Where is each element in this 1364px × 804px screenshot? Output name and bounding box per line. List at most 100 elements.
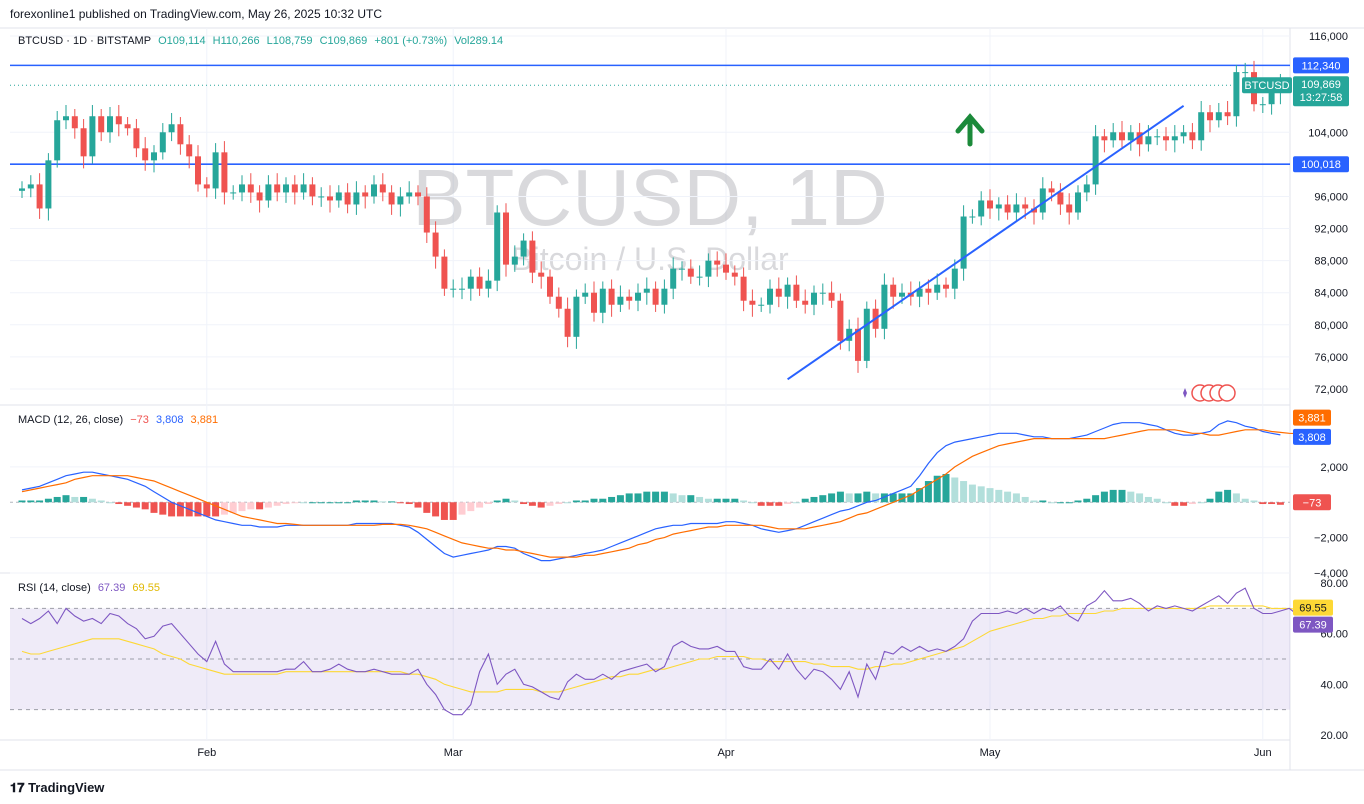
macd-histogram-bar xyxy=(229,502,237,513)
macd-histogram-bar xyxy=(1100,491,1108,503)
candle-body xyxy=(1048,188,1055,193)
candle-body xyxy=(714,260,721,265)
candle-body xyxy=(520,240,527,257)
macd-histogram-bar xyxy=(379,501,387,503)
macd-line xyxy=(21,420,1281,562)
macd-histogram-bar xyxy=(889,493,897,503)
macd-histogram-bar xyxy=(467,502,475,512)
candle-body xyxy=(186,144,193,157)
candle-body xyxy=(388,192,395,205)
candle-body xyxy=(555,296,562,309)
candle-body xyxy=(881,284,888,329)
macd-histogram-bar xyxy=(1048,502,1056,504)
macd-histogram-bar xyxy=(449,502,457,520)
candle-body xyxy=(423,196,430,233)
symbol-price-tag-label: BTCUSD xyxy=(1244,80,1289,92)
candle-body xyxy=(943,284,949,289)
candle-body xyxy=(1189,132,1196,141)
symbol-price-tag xyxy=(1242,77,1292,94)
candle-body xyxy=(793,284,800,301)
candle-body xyxy=(494,212,501,281)
watermark-subtitle: Bitcoin / U.S. Dollar xyxy=(511,241,789,277)
macd-histogram-bar xyxy=(1039,500,1047,503)
macd-histogram-bar xyxy=(493,500,501,503)
macd-histogram-bar xyxy=(220,502,228,515)
candle-body xyxy=(819,292,826,294)
macd-signal-tag-label: 3,881 xyxy=(1298,413,1326,425)
candle-body xyxy=(133,128,140,149)
candle-body xyxy=(1022,204,1029,209)
candle-body xyxy=(529,240,536,273)
macd-histogram-bar xyxy=(352,500,360,503)
candle-body xyxy=(1215,112,1222,121)
candle-body xyxy=(1180,132,1187,137)
macd-histogram-bar xyxy=(1056,502,1064,504)
candle-body xyxy=(934,284,941,293)
macd-histogram-bar xyxy=(696,496,704,503)
macd-signal-line xyxy=(21,429,1299,558)
candle-body xyxy=(916,288,923,297)
candle-body xyxy=(212,152,219,189)
macd-histogram-bar xyxy=(1030,500,1038,503)
candle-body xyxy=(168,124,175,133)
macd-histogram-bar xyxy=(863,491,871,503)
x-tick-label: May xyxy=(980,747,1001,759)
macd-histogram-bar xyxy=(53,496,61,503)
y-tick-label: 88,000 xyxy=(1314,256,1348,268)
macd-histogram-bar xyxy=(828,493,836,503)
trendline xyxy=(787,104,1185,381)
open-value: O109,114 xyxy=(158,35,206,47)
macd-histogram-bar xyxy=(625,493,633,503)
macd-histogram-bar xyxy=(124,502,132,506)
countdown-label: 13:27:58 xyxy=(1300,92,1343,104)
candle-body xyxy=(828,292,835,301)
last-price-tag xyxy=(1293,76,1349,107)
candle-body xyxy=(573,296,580,337)
macd-histogram-bar xyxy=(660,491,668,503)
candle-body xyxy=(1013,204,1020,213)
macd-legend: MACD (12, 26, close) −73 3,808 3,881 xyxy=(18,414,222,426)
candle-body xyxy=(98,116,105,133)
macd-histogram-bar xyxy=(564,502,572,504)
rsi-ma-value: 69.55 xyxy=(132,582,160,594)
rsi-tick-label: 80.00 xyxy=(1320,578,1348,590)
macd-histogram-bar xyxy=(1109,489,1117,503)
candle-body xyxy=(758,304,765,306)
candle-body xyxy=(951,268,958,289)
macd-histogram-bar xyxy=(423,502,431,513)
candle-body xyxy=(1224,112,1231,117)
macd-tick-label: 2,000 xyxy=(1320,462,1348,474)
macd-histogram-bar xyxy=(1241,498,1249,503)
macd-histogram-bar xyxy=(27,500,35,503)
macd-histogram-bar xyxy=(555,502,563,505)
macd-histogram-bar xyxy=(1206,498,1214,503)
candle-body xyxy=(441,256,448,289)
level-tag xyxy=(1293,57,1349,74)
candle-body xyxy=(731,272,738,277)
macd-histogram-bar xyxy=(1180,502,1188,506)
close-value: C109,869 xyxy=(319,35,368,47)
macd-histogram-bar xyxy=(1276,502,1284,505)
macd-histogram-bar xyxy=(836,491,844,503)
macd-histogram-bar xyxy=(194,502,202,517)
candle-body xyxy=(371,184,377,197)
macd-histogram-bar xyxy=(1092,495,1100,503)
macd-histogram-bar xyxy=(740,500,748,503)
candle-body xyxy=(564,308,571,337)
y-tick-label: 104,000 xyxy=(1308,127,1348,139)
macd-line-value: 3,808 xyxy=(155,414,184,426)
level-tag xyxy=(1293,156,1349,173)
tv-logo-icon: 𝟏𝟕 xyxy=(10,780,29,795)
macd-histogram-bar xyxy=(986,488,994,503)
candle-body xyxy=(203,184,210,189)
macd-histogram-bar xyxy=(1259,502,1267,505)
macd-histogram-bar xyxy=(440,502,448,520)
macd-histogram-bar xyxy=(71,496,79,503)
candle-body xyxy=(960,216,967,269)
candle-body xyxy=(591,292,597,313)
change-value: +801 (+0.73%) xyxy=(374,35,448,47)
candle-body xyxy=(1031,208,1037,213)
high-value: H110,266 xyxy=(212,35,260,47)
macd-tick-label: −4,000 xyxy=(1314,568,1348,580)
